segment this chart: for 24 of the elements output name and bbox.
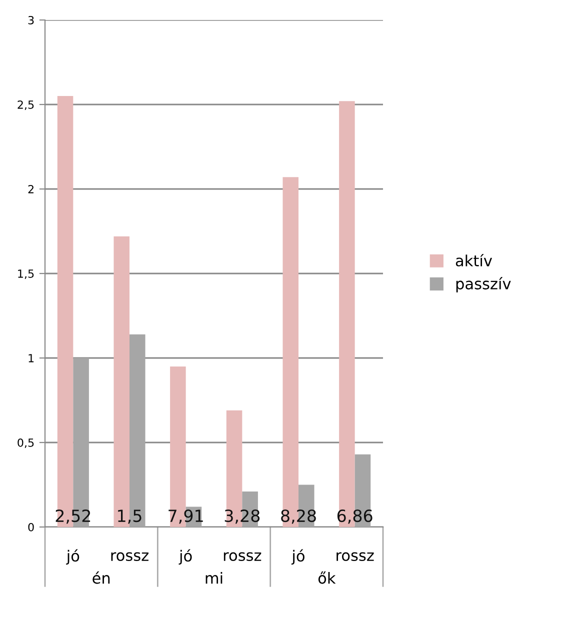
x-tick-label: rossz bbox=[224, 552, 262, 562]
text: ők bbox=[318, 571, 336, 584]
x-tick-label: jó bbox=[291, 549, 304, 565]
y-tick-label: 3 bbox=[28, 16, 34, 24]
y-tick-label: 0,5 bbox=[18, 438, 34, 448]
y-tick-label: 1 bbox=[28, 354, 34, 362]
y-tick-label: 0 bbox=[28, 522, 34, 532]
annotation: 7,91 bbox=[168, 509, 203, 524]
x-tick-label: jó bbox=[66, 549, 80, 565]
x-tick-label: jó bbox=[178, 549, 192, 565]
y-tick-label: 2,5 bbox=[18, 100, 34, 110]
y-tick-label: 2 bbox=[28, 184, 34, 194]
x-tick-label: rossz bbox=[111, 552, 148, 562]
annotation: 1,5 bbox=[118, 510, 142, 524]
x-tick-label: rossz bbox=[336, 552, 374, 562]
annotation: 2,52 bbox=[56, 509, 90, 524]
annotation: 6,86 bbox=[337, 509, 372, 524]
y-tick-label: 1,5 bbox=[18, 270, 34, 280]
annotation: 8,28 bbox=[281, 509, 316, 524]
annotation: 3,28 bbox=[224, 509, 260, 524]
legend-label: passzív bbox=[456, 277, 511, 292]
legend-label: aktív bbox=[456, 254, 492, 266]
text: én bbox=[92, 571, 110, 584]
text: mi bbox=[206, 572, 222, 584]
